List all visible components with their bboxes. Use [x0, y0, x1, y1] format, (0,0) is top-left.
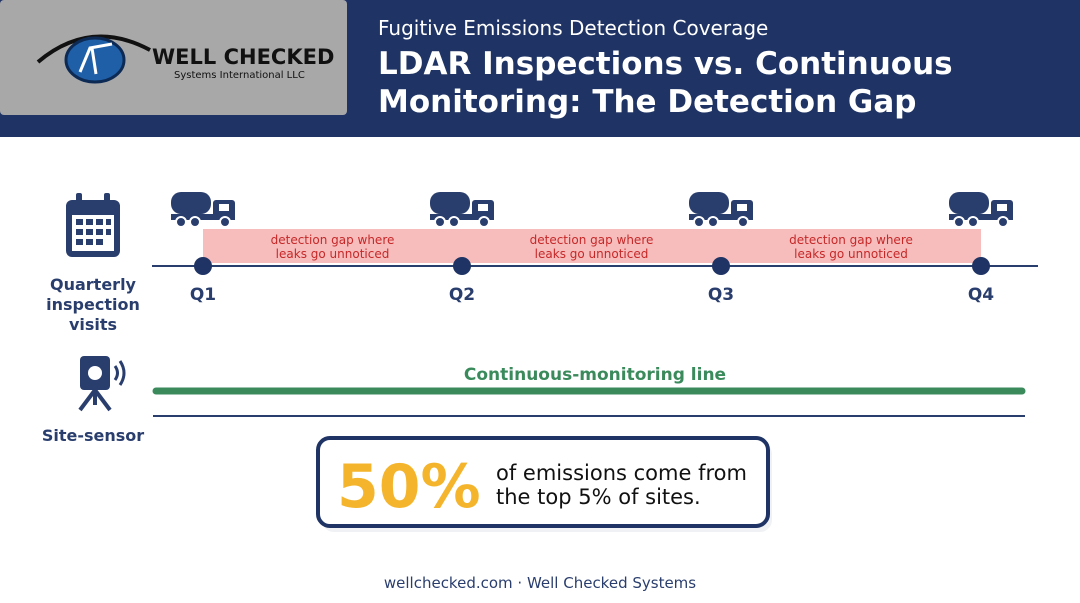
stat-text: the top 5% of sites.: [496, 485, 701, 509]
subtitle: Fugitive Emissions Detection Coverage: [378, 16, 768, 40]
gap-band: [462, 229, 721, 263]
truck-window: [997, 204, 1007, 211]
truck-tank: [171, 192, 211, 214]
truck-window: [219, 204, 229, 211]
truck-icon: [689, 192, 753, 228]
truck-chassis: [430, 214, 494, 220]
title-line: LDAR Inspections vs. Continuous: [378, 46, 953, 82]
monitoring-line-label: Continuous-monitoring line: [464, 365, 726, 385]
stat-value: 50%: [337, 452, 481, 522]
truck-tank: [949, 192, 989, 214]
logo-name: WELL CHECKED: [152, 45, 334, 69]
quarter-label: Q2: [449, 285, 475, 305]
row-label: inspection: [46, 295, 140, 314]
gap-label: leaks go unnoticed: [535, 247, 649, 261]
quarter-label: Q3: [708, 285, 734, 305]
gap-label: detection gap where: [530, 233, 654, 247]
truck-tank: [689, 192, 729, 214]
truck-wheel: [737, 216, 749, 228]
quarter-label: Q4: [968, 285, 994, 305]
gap-band: [721, 229, 981, 263]
truck-wheel: [219, 216, 231, 228]
logo-tagline: Systems International LLC: [174, 70, 305, 81]
gap-label: detection gap where: [271, 233, 395, 247]
truck-wheel: [953, 216, 965, 228]
truck-icon: [430, 192, 494, 228]
row-label: visits: [69, 315, 117, 334]
quarter-dot: [194, 257, 212, 275]
truck-chassis: [949, 214, 1013, 220]
truck-wheel: [693, 216, 705, 228]
logo-panel: [0, 0, 347, 115]
truck-chassis: [689, 214, 753, 220]
truck-chassis: [171, 214, 235, 220]
truck-wheel: [967, 216, 979, 228]
quarter-dot: [453, 257, 471, 275]
quarter-label: Q1: [190, 285, 216, 305]
sensor-icon: [78, 356, 126, 412]
row-label: Quarterly: [50, 275, 137, 294]
stat-text: of emissions come from: [496, 461, 747, 485]
stat-box: [316, 436, 770, 528]
truck-window: [478, 204, 488, 211]
gap-label: detection gap where: [789, 233, 913, 247]
truck-wheel: [448, 216, 460, 228]
quarter-dot: [972, 257, 990, 275]
footer: wellchecked.com · Well Checked Systems: [384, 574, 696, 592]
truck-wheel: [707, 216, 719, 228]
truck-wheel: [478, 216, 490, 228]
truck-wheel: [997, 216, 1009, 228]
calendar-icon: [66, 193, 120, 257]
truck-icon: [949, 192, 1013, 228]
title-line: Monitoring: The Detection Gap: [378, 84, 917, 120]
truck-wheel: [189, 216, 201, 228]
quarter-dot: [712, 257, 730, 275]
gap-label: leaks go unnoticed: [794, 247, 908, 261]
truck-wheel: [175, 216, 187, 228]
row-label: Site-sensor: [42, 426, 144, 445]
truck-icon: [171, 192, 235, 228]
gap-label: leaks go unnoticed: [276, 247, 390, 261]
truck-wheel: [434, 216, 446, 228]
logo-pumpjack: [78, 42, 113, 75]
truck-tank: [430, 192, 470, 214]
gap-band: [203, 229, 462, 263]
truck-window: [737, 204, 747, 211]
